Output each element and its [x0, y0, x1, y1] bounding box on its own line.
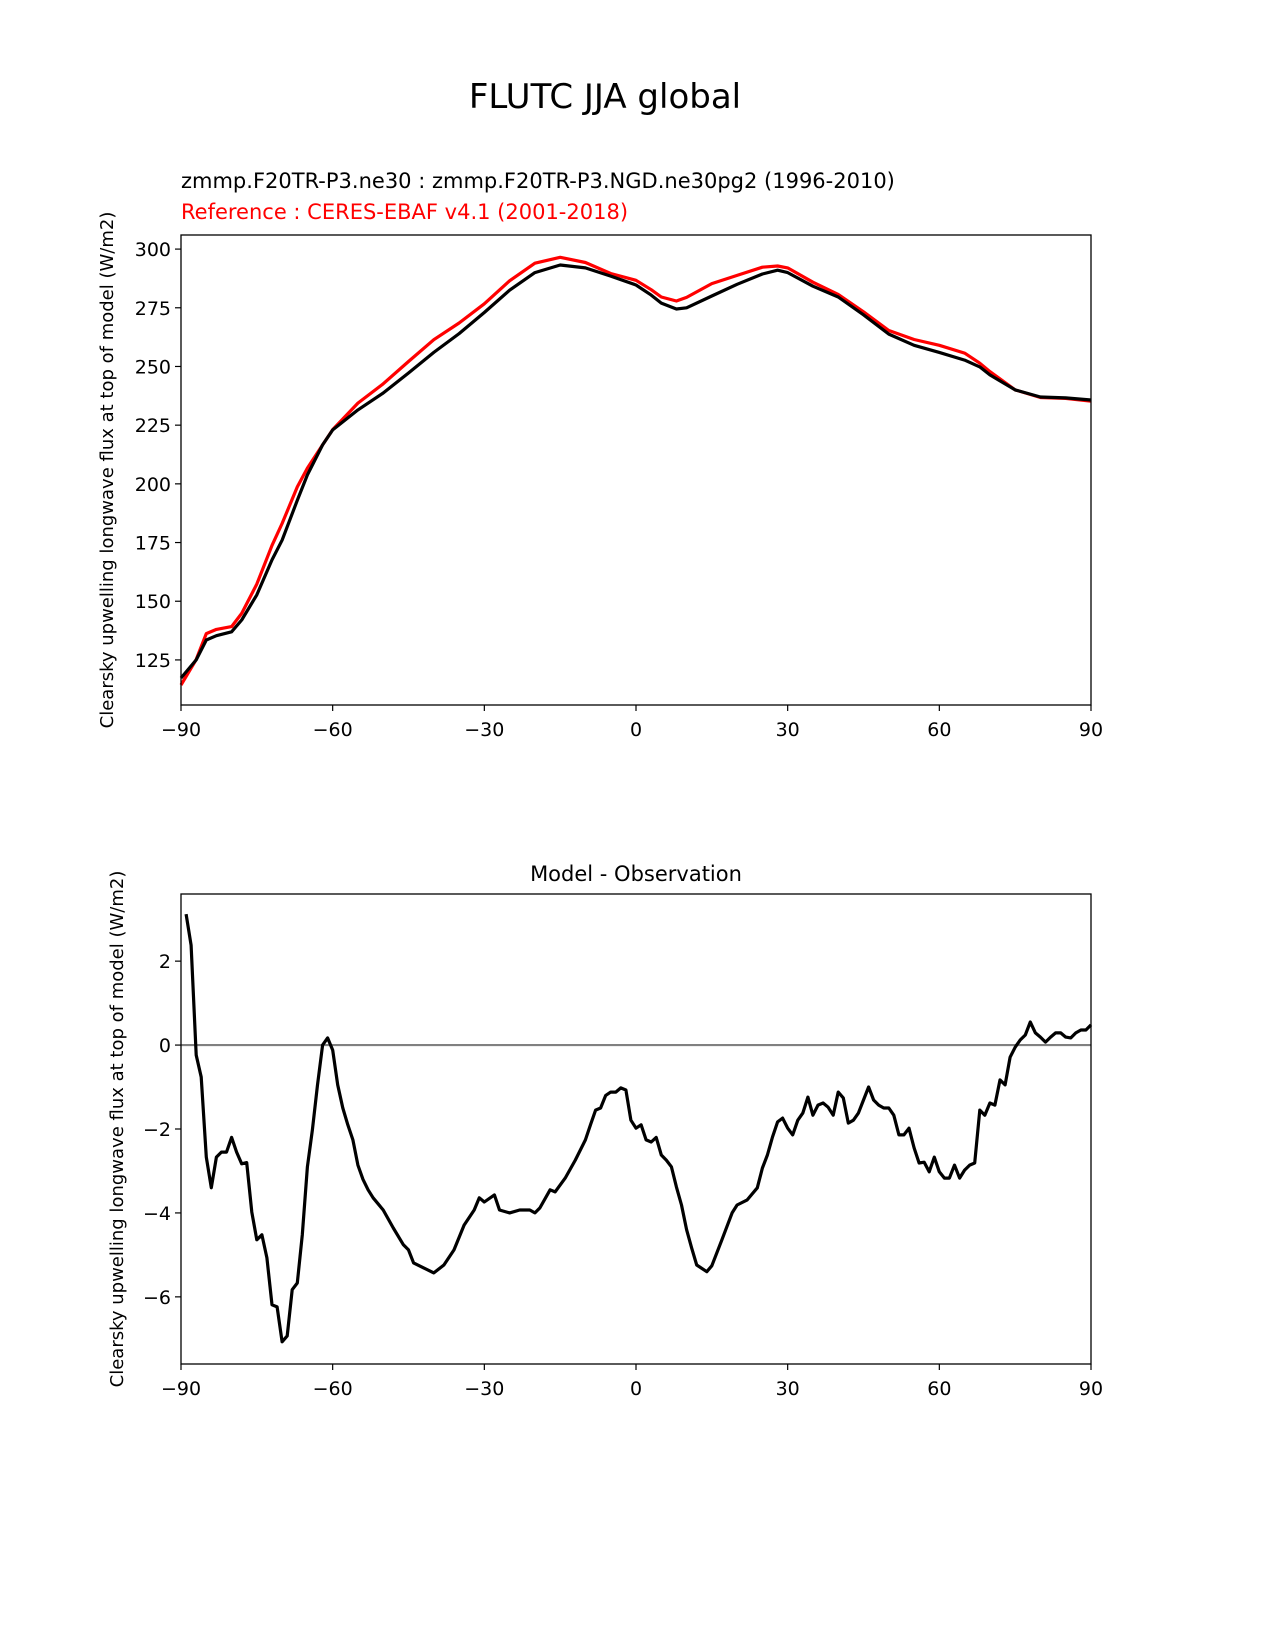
y-tick-label: −4 — [143, 1203, 171, 1225]
axes-frame — [180, 234, 1092, 706]
y-tick-label: −2 — [143, 1119, 171, 1141]
y-tick-label: 175 — [135, 533, 171, 555]
figure-title: FLUTC JJA global — [469, 77, 741, 117]
y-tick-label: −6 — [143, 1287, 171, 1309]
x-tick-label: 30 — [776, 1378, 800, 1400]
y-tick-label: 200 — [135, 474, 171, 496]
x-tick-label: 60 — [927, 719, 951, 741]
top-panel-title-model: zmmp.F20TR-P3.ne30 : zmmp.F20TR-P3.NGD.n… — [181, 169, 895, 193]
x-tick-label: 90 — [1079, 719, 1103, 741]
series-line-model-observation — [184, 913, 1093, 1344]
y-tick-label: 250 — [135, 356, 171, 378]
top-panel-ylabel: Clearsky upwelling longwave flux at top … — [97, 212, 118, 729]
x-tick-label: −60 — [313, 1378, 353, 1400]
y-tick-label: 275 — [135, 298, 171, 320]
series-line-reference — [179, 255, 1092, 686]
top-panel-title-reference: Reference : CERES-EBAF v4.1 (2001-2018) — [181, 200, 628, 224]
x-tick-label: 0 — [630, 1378, 642, 1400]
y-tick-label: 2 — [159, 951, 171, 973]
top-panel-plot-area: −90 −60 −30 0 30 60 90 125 150 175 200 225 250 275 300 — [135, 234, 1103, 741]
y-tick-label: 150 — [135, 591, 171, 613]
bottom-panel-title: Model - Observation — [530, 862, 742, 886]
x-tick-label: 30 — [776, 719, 800, 741]
bottom-panel-ylabel: Clearsky upwelling longwave flux at top … — [107, 871, 128, 1388]
x-tick-label: 90 — [1079, 1378, 1103, 1400]
bottom-panel: Model - Observation Clearsky upwelling l… — [107, 862, 1103, 1400]
series-line-model — [179, 263, 1092, 680]
top-panel: zmmp.F20TR-P3.ne30 : zmmp.F20TR-P3.NGD.n… — [97, 169, 1103, 741]
x-tick-label: −90 — [161, 719, 201, 741]
x-tick-label: −90 — [161, 1378, 201, 1400]
bottom-panel-plot-area: −90 −60 −30 0 30 60 90 −6 −4 −2 0 2 — [143, 893, 1103, 1400]
y-tick-label: 125 — [135, 650, 171, 672]
y-tick-label: 300 — [135, 239, 171, 261]
x-tick-label: −30 — [464, 1378, 504, 1400]
x-tick-label: 0 — [630, 719, 642, 741]
y-tick-label: 0 — [159, 1035, 171, 1057]
x-tick-label: 60 — [927, 1378, 951, 1400]
x-tick-label: −60 — [313, 719, 353, 741]
y-tick-label: 225 — [135, 415, 171, 437]
x-tick-label: −30 — [464, 719, 504, 741]
